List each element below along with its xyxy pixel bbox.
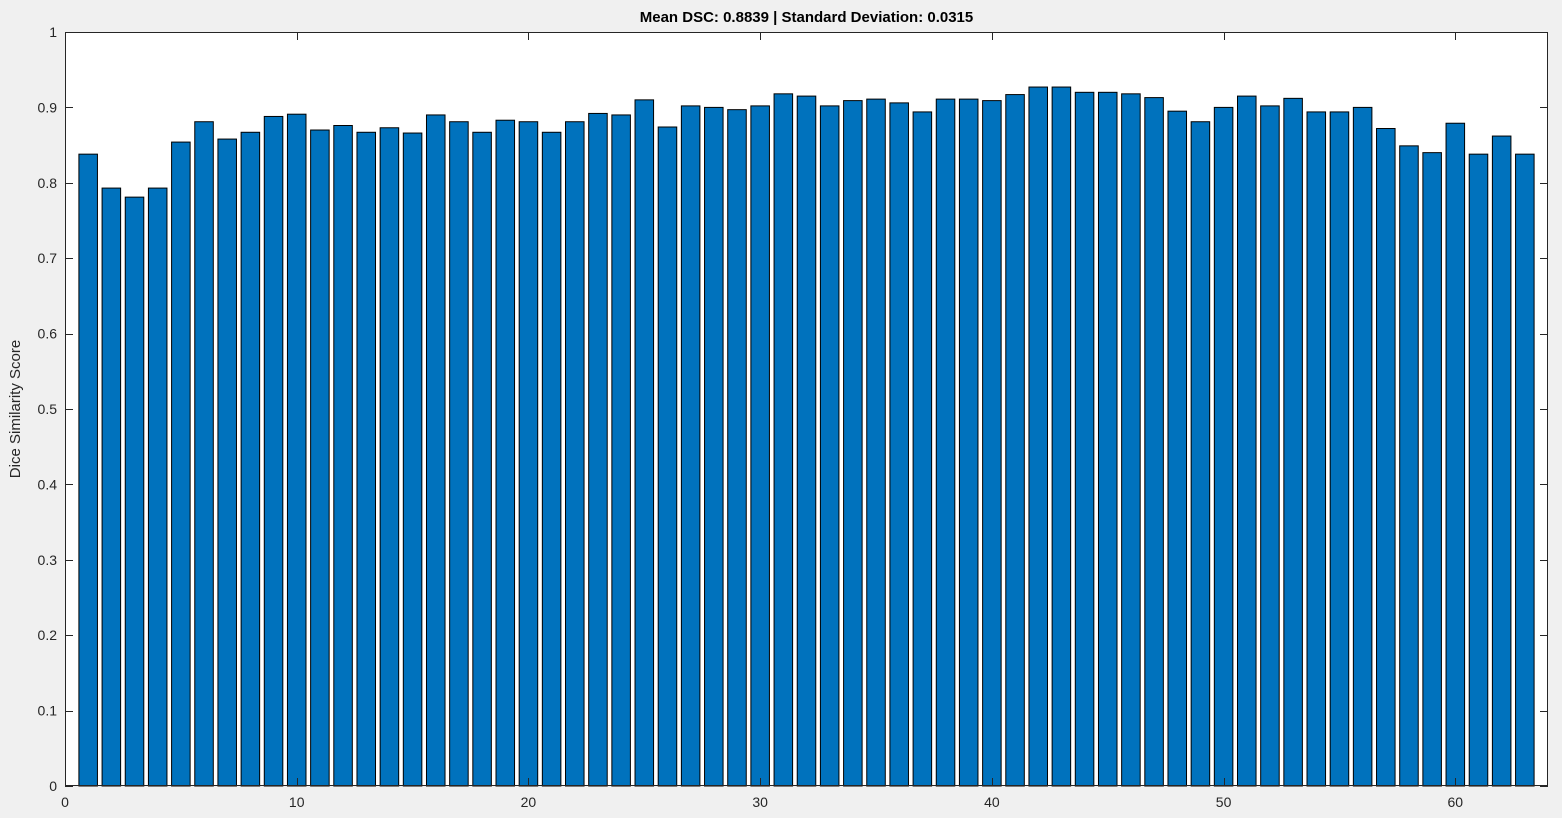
- x-tick-label: 20: [521, 794, 537, 810]
- y-tick-label: 0.5: [38, 401, 58, 417]
- bar-45: [1097, 91, 1118, 787]
- bar-3: [124, 196, 145, 787]
- bar-63: [1515, 153, 1535, 787]
- bar-46: [1121, 93, 1141, 787]
- axes-box: [65, 32, 1548, 786]
- bar-44: [1074, 91, 1095, 787]
- bar-17: [449, 121, 469, 787]
- y-tick-label: 0.9: [38, 99, 58, 115]
- bar-26: [657, 126, 678, 787]
- bar-61: [1468, 153, 1489, 787]
- x-tick-label: 50: [1216, 794, 1232, 810]
- bar-18: [472, 131, 492, 787]
- bar-62: [1491, 135, 1512, 787]
- bar-13: [356, 131, 377, 787]
- bar-19: [495, 119, 516, 787]
- bar-54: [1306, 111, 1327, 787]
- y-tick-label: 1: [49, 24, 57, 40]
- bar-55: [1329, 111, 1350, 787]
- bar-series: [78, 86, 1535, 787]
- y-tick-label: 0.2: [38, 627, 58, 643]
- bar-37: [912, 111, 933, 787]
- y-tick-label: 0.3: [38, 552, 58, 568]
- bar-40: [982, 100, 1002, 787]
- bar-4: [147, 187, 168, 787]
- bar-52: [1260, 105, 1280, 787]
- bar-20: [518, 121, 539, 787]
- x-tick-label: 30: [752, 794, 768, 810]
- bar-57: [1376, 128, 1396, 787]
- bar-58: [1399, 145, 1419, 787]
- bar-56: [1352, 106, 1373, 787]
- bar-35: [866, 98, 886, 787]
- bar-29: [727, 109, 747, 787]
- bar-32: [796, 95, 817, 787]
- chart-title: Mean DSC: 0.8839 | Standard Deviation: 0…: [640, 9, 974, 26]
- bar-48: [1167, 110, 1188, 787]
- bar-6: [194, 121, 214, 787]
- y-tick-label: 0.7: [38, 250, 58, 266]
- bar-15: [402, 132, 423, 787]
- bar-41: [1005, 94, 1025, 787]
- y-tick-label: 0.6: [38, 326, 58, 342]
- bar-28: [704, 106, 724, 787]
- bar-16: [425, 114, 446, 787]
- bar-53: [1283, 97, 1303, 787]
- bar-25: [634, 99, 655, 787]
- bar-49: [1190, 121, 1211, 787]
- bar-59: [1422, 152, 1442, 787]
- bar-24: [611, 114, 631, 787]
- y-tick-label: 0: [49, 778, 57, 794]
- x-tick-label: 60: [1448, 794, 1464, 810]
- bar-51: [1237, 95, 1257, 787]
- bar-9: [263, 115, 284, 787]
- bar-36: [889, 102, 909, 787]
- bar-5: [171, 141, 191, 787]
- bar-12: [333, 125, 353, 787]
- bar-30: [750, 105, 770, 787]
- bar-50: [1213, 106, 1234, 787]
- bar-22: [565, 121, 585, 787]
- y-tick-label: 0.4: [38, 476, 58, 492]
- y-tick-label: 0.8: [38, 175, 58, 191]
- bar-8: [240, 131, 261, 787]
- y-axis-label: Dice Similarity Score: [7, 340, 24, 478]
- bar-21: [541, 131, 562, 787]
- bar-7: [217, 138, 237, 787]
- bar-39: [958, 98, 979, 787]
- bar-2: [101, 187, 122, 787]
- y-tick-label: 0.1: [38, 703, 58, 719]
- bar-38: [935, 98, 956, 787]
- bar-10: [286, 113, 307, 787]
- x-tick-label: 0: [61, 794, 69, 810]
- bar-42: [1028, 86, 1048, 787]
- x-tick-label: 10: [289, 794, 305, 810]
- bar-60: [1445, 122, 1466, 787]
- y-axis-ticks: 0 0.1 0.2 0.3 0.4 0.5 0.6 0.7 0.8 0.9 1: [38, 24, 1548, 794]
- bar-11: [310, 129, 330, 787]
- bar-34: [843, 100, 863, 787]
- bar-14: [379, 127, 400, 787]
- bar-33: [819, 105, 840, 787]
- bar-43: [1051, 86, 1072, 787]
- bar-31: [773, 93, 794, 787]
- x-axis-ticks: 0 10 20 30 40 50 60: [61, 32, 1463, 810]
- x-tick-label: 40: [984, 794, 1000, 810]
- bar-1: [78, 153, 98, 787]
- bar-47: [1144, 97, 1164, 787]
- bar-27: [680, 105, 701, 787]
- bar-23: [588, 112, 608, 787]
